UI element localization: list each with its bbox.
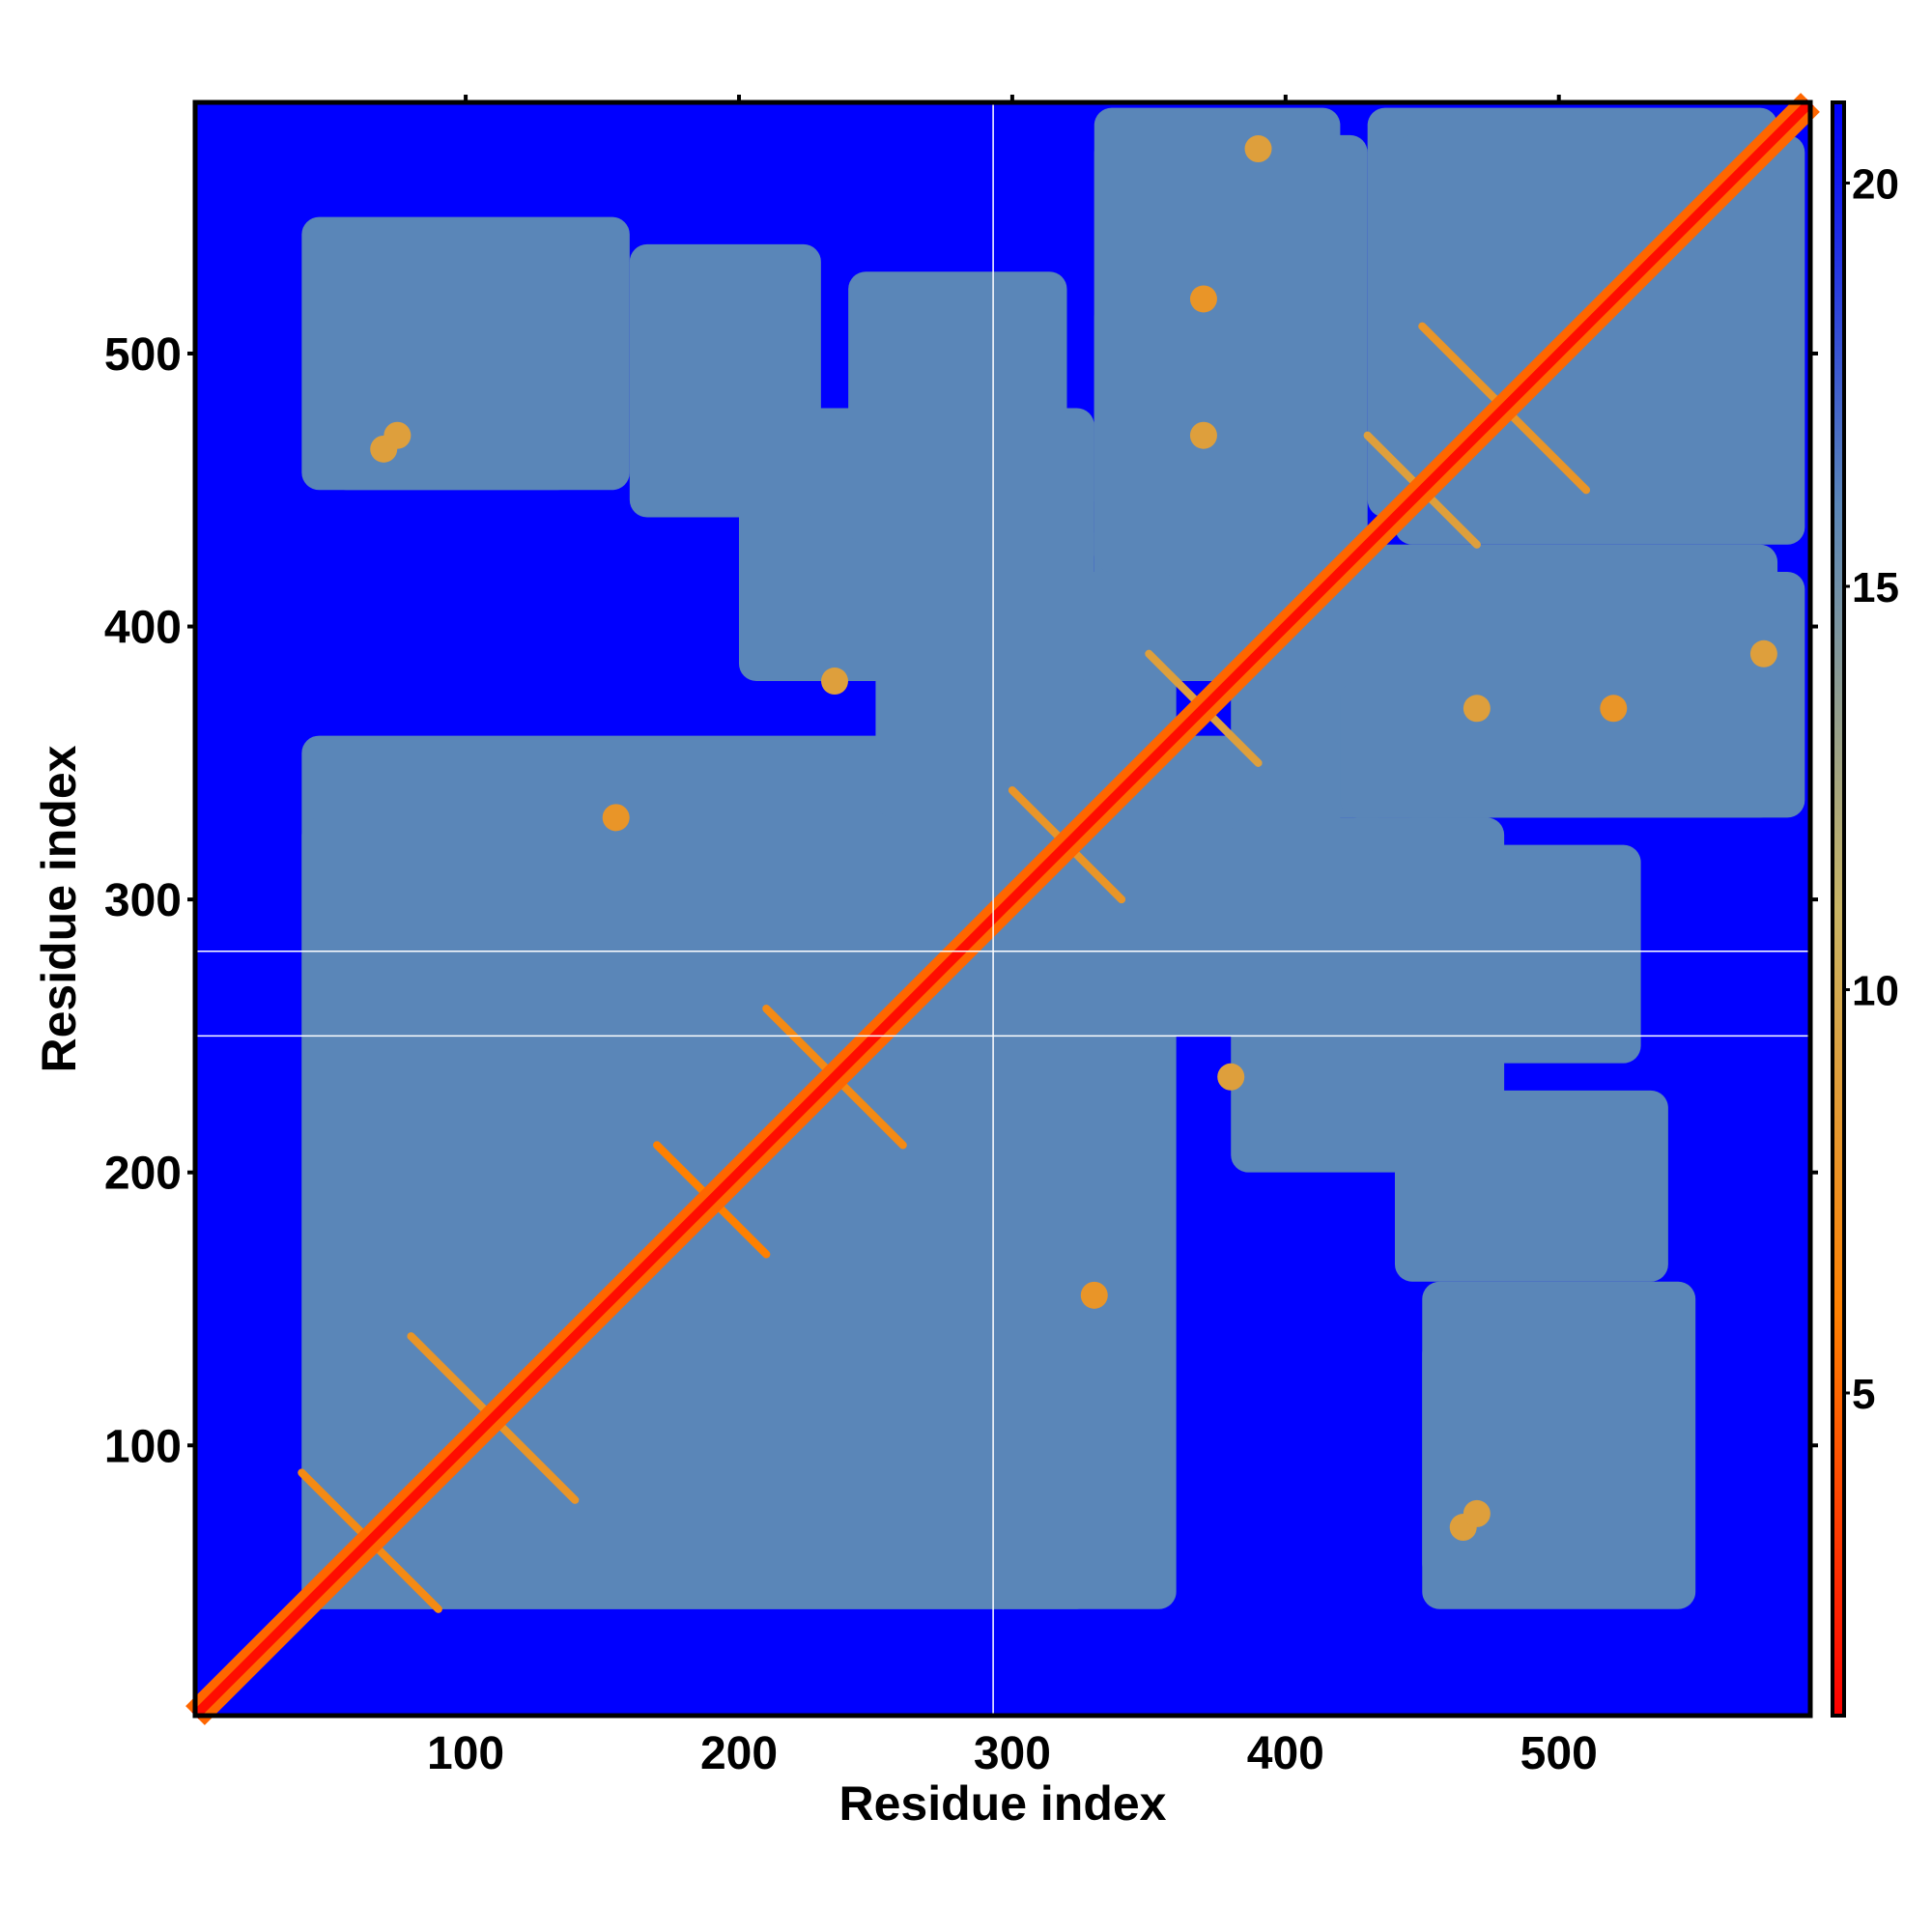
contact-region-3-mirror (1394, 134, 1805, 545)
contact-region-0-mirror (301, 817, 1177, 1609)
contact-region-11-mirror (1094, 298, 1232, 573)
hot-spot-3 (1463, 1499, 1491, 1527)
colorbar-tick-label: 15 (1852, 564, 1899, 611)
contact-region-9-mirror (629, 243, 821, 518)
x-tick-label: 100 (427, 1728, 504, 1779)
x-tick-label: 200 (700, 1728, 778, 1779)
hot-spot-4 (1600, 695, 1628, 723)
y-tick-label: 200 (104, 1149, 182, 1200)
hot-spot-2-mirror (602, 804, 630, 832)
hot-spot-5 (1749, 639, 1777, 668)
contact-region-10-mirror (848, 271, 1067, 545)
y-tick-label: 500 (104, 329, 182, 381)
hot-spot-1 (821, 668, 849, 696)
colorbar-tick-label: 20 (1852, 161, 1899, 209)
x-tick-label: 500 (1520, 1728, 1598, 1779)
x-tick-label: 300 (974, 1728, 1051, 1779)
colorbar: 5 10 15 20 (1831, 100, 1899, 1718)
contact-region-11 (1340, 681, 1614, 818)
hot-spot-1-mirror (1217, 1063, 1245, 1091)
colorbar-tick-label: 5 (1852, 1371, 1875, 1418)
contact-region-9 (1394, 1090, 1668, 1282)
colorbar-gradient (1831, 100, 1846, 1718)
y-axis-title: Residue index (32, 745, 86, 1072)
x-axis-title: Residue index (839, 1776, 1167, 1831)
y-tick-label: 400 (104, 603, 182, 654)
y-tick-label: 100 (104, 1421, 182, 1472)
contact-region-8-mirror (301, 216, 630, 491)
x-tick-label: 400 (1247, 1728, 1324, 1779)
hot-spot-2 (1080, 1281, 1108, 1309)
hot-spot-6 (1189, 421, 1217, 449)
colorbar-tick-label: 10 (1852, 968, 1899, 1015)
contact-region-8 (1422, 1281, 1696, 1609)
hot-spot-5-mirror (1244, 135, 1272, 163)
hot-spot-3-mirror (384, 421, 412, 449)
contact-region-10 (1367, 844, 1641, 1064)
y-tick-label: 300 (104, 875, 182, 926)
y-axis: 100 200 300 400 500 (104, 329, 1818, 1472)
marks-layer (185, 93, 1820, 1725)
hot-spot-4-mirror (1189, 285, 1217, 313)
diagonal-line (191, 99, 1814, 1719)
x-axis: 100 200 300 400 500 (427, 95, 1598, 1779)
plot-frame (192, 99, 1813, 1719)
hot-spot-6-mirror (1463, 695, 1491, 723)
